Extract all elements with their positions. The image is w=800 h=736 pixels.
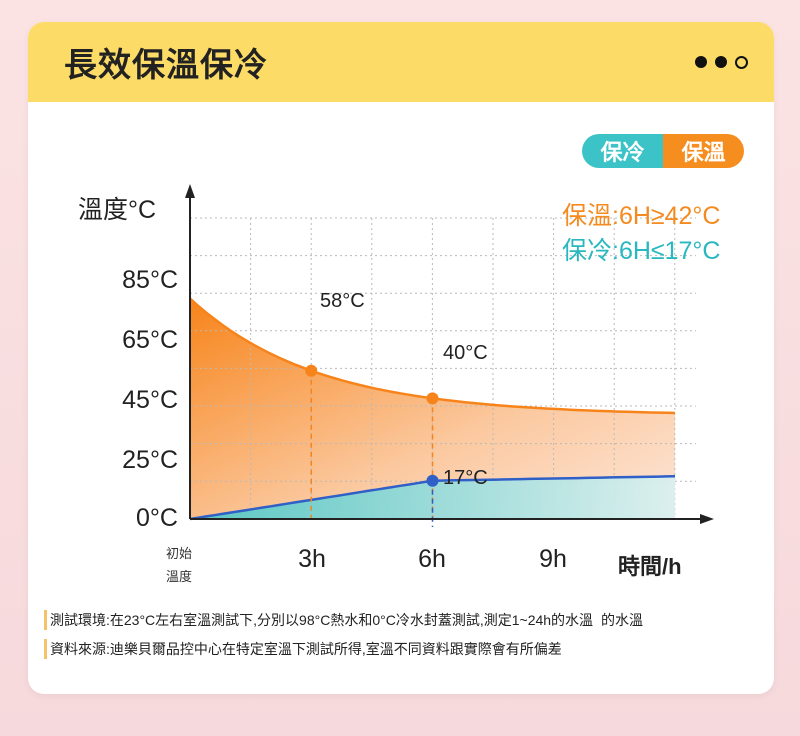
note-env: 測試環境: 在23°C左右室溫測試下,分別以98°C熱水和0°C冷水封蓋測試,測… xyxy=(44,610,774,630)
legend-cool: 保冷:6H≤17°C xyxy=(562,237,721,265)
note-env-tail: 的水溫 xyxy=(601,612,644,628)
annotation-17: 17°C xyxy=(443,467,488,489)
legend-warm: 保溫:6H≥42°C xyxy=(562,202,721,230)
dot-3[interactable] xyxy=(735,55,748,69)
dot-1[interactable] xyxy=(695,56,707,68)
x-tick-9h: 9h xyxy=(539,545,567,573)
y-tick-45: 45°C xyxy=(122,386,178,414)
toggle-cool[interactable]: 保冷 xyxy=(582,134,663,168)
point-40 xyxy=(426,392,439,405)
toggle-warm[interactable]: 保溫 xyxy=(663,134,744,168)
x-start-label: 初始 溫度 xyxy=(166,542,192,588)
note-env-text: 在23°C左右室溫測試下,分別以98°C熱水和0°C冷水封蓋測試,測定1~24h… xyxy=(109,612,594,628)
notes: 測試環境: 在23°C左右室溫測試下,分別以98°C熱水和0°C冷水封蓋測試,測… xyxy=(44,610,774,668)
y-tick-25: 25°C xyxy=(122,446,178,474)
card: 長效保溫保冷 溫度°C 85°C 65°C 45°C 25°C 0°C 初始 溫… xyxy=(28,22,774,694)
point-17 xyxy=(426,474,439,487)
y-tick-65: 65°C xyxy=(122,326,178,354)
y-tick-0: 0°C xyxy=(136,504,178,532)
x-start-line2: 溫度 xyxy=(166,569,193,584)
note-src-text: 迪樂貝爾品控中心在特定室溫下測試所得,室溫不同資料跟實際會有所偏差 xyxy=(109,641,562,657)
annotation-40: 40°C xyxy=(443,342,488,364)
y-tick-85: 85°C xyxy=(122,266,178,294)
x-start-line1: 初始 xyxy=(166,546,193,561)
chart-svg xyxy=(185,184,714,527)
header: 長效保溫保冷 xyxy=(28,22,774,102)
y-axis-label: 溫度°C xyxy=(78,196,157,224)
y-axis-arrow xyxy=(185,184,195,198)
annotation-58: 58°C xyxy=(320,290,365,312)
page-title: 長效保溫保冷 xyxy=(64,46,268,83)
mode-toggle[interactable]: 保冷 保溫 xyxy=(582,134,744,168)
x-axis-label: 時間/h xyxy=(618,554,682,579)
x-tick-6h: 6h xyxy=(418,545,446,573)
point-58 xyxy=(305,364,318,377)
note-src-label: 資料來源: xyxy=(44,639,110,659)
note-src: 資料來源: 迪樂貝爾品控中心在特定室溫下測試所得,室溫不同資料跟實際會有所偏差 xyxy=(44,639,774,659)
carousel-dots[interactable] xyxy=(695,55,748,69)
dot-2[interactable] xyxy=(715,56,727,68)
x-axis-arrow xyxy=(700,514,714,524)
note-env-label: 測試環境: xyxy=(44,610,110,630)
x-tick-3h: 3h xyxy=(298,545,326,573)
temperature-chart: 溫度°C 85°C 65°C 45°C 25°C 0°C 初始 溫度 3h 6h… xyxy=(28,22,774,694)
